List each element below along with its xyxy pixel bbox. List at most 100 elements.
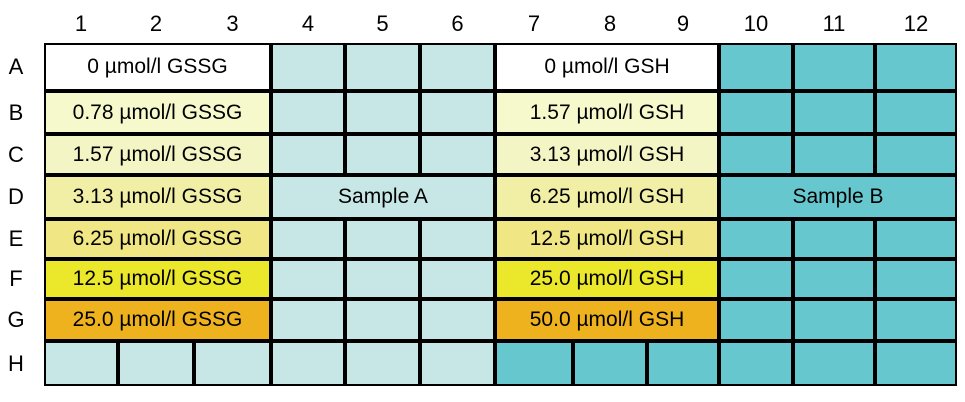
sample-b-well <box>649 343 717 384</box>
sample-b-well <box>721 343 791 384</box>
row-label: A <box>8 54 24 79</box>
sample-a-well <box>422 136 493 173</box>
column-label: 12 <box>903 11 929 36</box>
gssg-standard-cell-label: 25.0 µmol/l GSSG <box>72 308 243 331</box>
row-label: F <box>9 266 23 291</box>
gssg-standard-cell: 6.25 µmol/l GSSG <box>46 221 269 257</box>
row-label: D <box>8 184 24 209</box>
row-label: H <box>8 350 24 376</box>
sample-b-well <box>877 261 955 297</box>
sample-a-well <box>347 45 418 89</box>
column-label: 11 <box>822 11 846 36</box>
sample-b-well <box>575 343 645 384</box>
gsh-standard-cell: 50.0 µmol/l GSH <box>497 301 717 339</box>
sample-a-merged-cell: Sample A <box>273 177 493 217</box>
gssg-standard-cell-label: 6.25 µmol/l GSSG <box>72 227 243 250</box>
gsh-standard-cell-label: 0 µmol/l GSH <box>544 55 670 78</box>
sample-b-well <box>721 136 791 173</box>
column-label: 2 <box>149 11 163 36</box>
sample-b-well <box>877 301 955 339</box>
gsh-standard-cell: 12.5 µmol/l GSH <box>497 221 717 257</box>
sample-a-well <box>273 261 343 297</box>
gsh-standard-cell: 6.25 µmol/l GSH <box>497 177 717 217</box>
microplate-layout: 0 µmol/l GSSG 0.78 µmol/l GSSG 1.57 µmol/l… <box>44 43 957 386</box>
sample-b-well <box>877 221 955 257</box>
sample-b-well <box>721 261 791 297</box>
column-label: 7 <box>527 11 541 36</box>
gsh-standard-cell-label: 1.57 µmol/l GSH <box>529 100 685 124</box>
gsh-standard-cell: 25.0 µmol/l GSH <box>497 261 717 297</box>
gssg-standard-cell: 12.5 µmol/l GSSG <box>46 261 269 297</box>
sample-b-well <box>877 45 955 89</box>
gssg-standard-cell-label: 0.78 µmol/l GSSG <box>72 100 243 124</box>
sample-a-well <box>347 343 418 384</box>
column-label: 5 <box>376 11 389 36</box>
column-label: 10 <box>743 11 769 36</box>
row-label: G <box>7 307 25 332</box>
sample-b-well <box>721 301 791 339</box>
sample-a-well <box>273 301 343 339</box>
gsh-standard-cell-label: 6.25 µmol/l GSH <box>529 185 685 208</box>
sample-b-well <box>795 301 873 339</box>
sample-b-well <box>721 221 791 257</box>
gsh-standard-cell: 1.57 µmol/l GSH <box>497 93 717 132</box>
sample-a-well <box>120 343 192 384</box>
column-label: 3 <box>226 11 239 36</box>
gsh-standard-cell-label: 25.0 µmol/l GSH <box>529 267 685 290</box>
sample-b-well <box>795 136 873 173</box>
sample-a-well <box>422 221 493 257</box>
sample-a-well <box>196 343 269 384</box>
gsh-standard-cell-label: 12.5 µmol/l GSH <box>529 227 685 250</box>
sample-b-well <box>795 93 873 132</box>
sample-b-well <box>877 136 955 173</box>
sample-b-well <box>721 45 791 89</box>
sample-b-well <box>877 93 955 132</box>
column-label: 1 <box>74 11 88 36</box>
sample-a-well <box>422 93 493 132</box>
gssg-standard-cell-label: 12.5 µmol/l GSSG <box>72 267 243 290</box>
sample-a-well <box>273 221 343 257</box>
gssg-standard-cell: 3.13 µmol/l GSSG <box>46 177 269 217</box>
sample-b-well <box>795 221 873 257</box>
gssg-standard-cell: 1.57 µmol/l GSSG <box>46 136 269 173</box>
gssg-standard-cell-label: 0 µmol/l GSSG <box>87 55 228 78</box>
column-label: 4 <box>301 11 315 36</box>
sample-a-well <box>347 261 418 297</box>
gsh-standard-cell: 0 µmol/l GSH <box>497 45 717 89</box>
sample-a-merged-cell-label: Sample A <box>338 185 428 208</box>
sample-a-well <box>273 45 343 89</box>
sample-b-well <box>795 343 873 384</box>
sample-a-well <box>422 301 493 339</box>
column-label: 8 <box>603 11 617 36</box>
sample-b-well <box>497 343 571 384</box>
column-label: 6 <box>451 11 464 36</box>
row-label: B <box>8 99 24 125</box>
sample-a-well <box>422 261 493 297</box>
sample-b-well <box>795 261 873 297</box>
gsh-standard-cell-label: 50.0 µmol/l GSH <box>529 308 685 331</box>
sample-a-well <box>347 301 418 339</box>
sample-a-well <box>347 93 418 132</box>
row-label: C <box>8 141 24 167</box>
gssg-standard-cell-label: 1.57 µmol/l GSSG <box>72 142 243 166</box>
sample-a-well <box>422 343 493 384</box>
gssg-standard-cell: 25.0 µmol/l GSSG <box>46 301 269 339</box>
sample-a-well <box>46 343 116 384</box>
sample-a-well <box>422 45 493 89</box>
sample-a-well <box>273 93 343 132</box>
gssg-standard-cell: 0.78 µmol/l GSSG <box>46 93 269 132</box>
gssg-standard-cell: 0 µmol/l GSSG <box>46 45 269 89</box>
sample-b-merged-cell-label: Sample B <box>792 185 884 208</box>
gsh-standard-cell: 3.13 µmol/l GSH <box>497 136 717 173</box>
sample-a-well <box>273 136 343 173</box>
sample-b-merged-cell: Sample B <box>721 177 955 217</box>
column-label: 9 <box>676 11 690 36</box>
sample-b-well <box>877 343 955 384</box>
sample-b-well <box>795 45 873 89</box>
sample-a-well <box>273 343 343 384</box>
sample-a-well <box>347 136 418 173</box>
gssg-standard-cell-label: 3.13 µmol/l GSSG <box>72 185 243 208</box>
row-label: E <box>8 226 24 251</box>
gsh-standard-cell-label: 3.13 µmol/l GSH <box>529 142 685 166</box>
sample-a-well <box>347 221 418 257</box>
